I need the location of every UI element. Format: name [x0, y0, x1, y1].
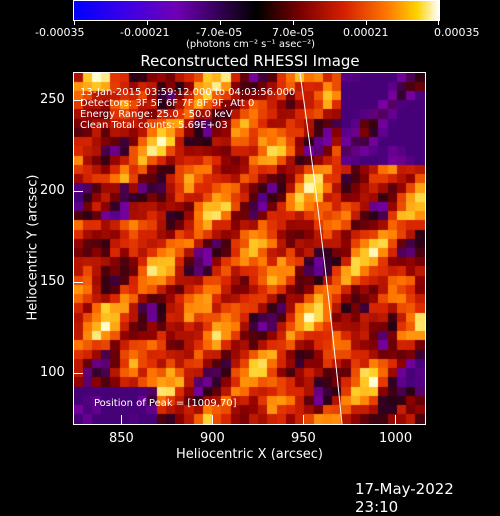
- y-tick-label: 250: [40, 92, 65, 107]
- limb-overlay: [299, 73, 343, 424]
- y-tick-label: 200: [40, 183, 65, 198]
- plot-title: Reconstructed RHESSI Image: [140, 52, 360, 70]
- info-line-counts: Clean Total counts: 5.69E+03: [80, 120, 228, 131]
- y-tick: [74, 373, 83, 374]
- colorbar-tick-label: 7.0e-05: [272, 26, 315, 39]
- y-tick: [74, 100, 83, 101]
- x-tick: [303, 415, 304, 424]
- solar-limb-line: [299, 73, 343, 424]
- x-tick: [212, 415, 213, 424]
- colorbar-tick-label: 0.00021: [343, 26, 389, 39]
- info-line-detectors: Detectors: 3F 5F 6F 7F 8F 9F, Att 0: [80, 98, 255, 109]
- colorbar-tick-label: -0.00035: [35, 26, 85, 39]
- colorbar-tick: [366, 20, 367, 25]
- y-tick: [74, 282, 83, 283]
- heatmap-canvas: [74, 73, 425, 424]
- x-tick-label: 900: [200, 431, 225, 446]
- peak-position-label: Position of Peak = [1009,70]: [94, 398, 237, 409]
- y-tick-label: 100: [40, 365, 65, 380]
- x-tick: [395, 415, 396, 424]
- colorbar-tick: [220, 20, 221, 25]
- y-tick-label: 150: [40, 274, 65, 289]
- colorbar-tick-label: -0.00021: [120, 26, 170, 39]
- colorbar-tick: [74, 20, 75, 25]
- footer-timestamp: 17-May-2022 23:10: [355, 480, 454, 516]
- y-tick: [74, 191, 83, 192]
- info-line-energy: Energy Range: 25.0 - 50.0 keV: [80, 109, 233, 120]
- x-tick-label: 850: [109, 431, 134, 446]
- x-tick-label: 1000: [379, 431, 413, 446]
- info-line-time: 13-Jan-2015 03:59:12.000 to 04:03:56.000: [80, 87, 296, 98]
- colorbar-unit-label: (photons cm⁻² s⁻¹ asec⁻²): [186, 39, 316, 50]
- colorbar-tick: [438, 20, 439, 25]
- colorbar: [73, 0, 440, 21]
- x-tick: [121, 415, 122, 424]
- colorbar-tick-label: 0.00035: [434, 26, 480, 39]
- y-axis-label: Heliocentric Y (arcsec): [25, 174, 41, 321]
- colorbar-tick-label: -7.0e-05: [196, 26, 243, 39]
- x-axis-label: Heliocentric X (arcsec): [176, 447, 323, 462]
- colorbar-tick: [147, 20, 148, 25]
- rhessi-image: 13-Jan-2015 03:59:12.000 to 04:03:56.000…: [73, 72, 426, 425]
- colorbar-tick: [293, 20, 294, 25]
- x-tick-label: 950: [291, 431, 316, 446]
